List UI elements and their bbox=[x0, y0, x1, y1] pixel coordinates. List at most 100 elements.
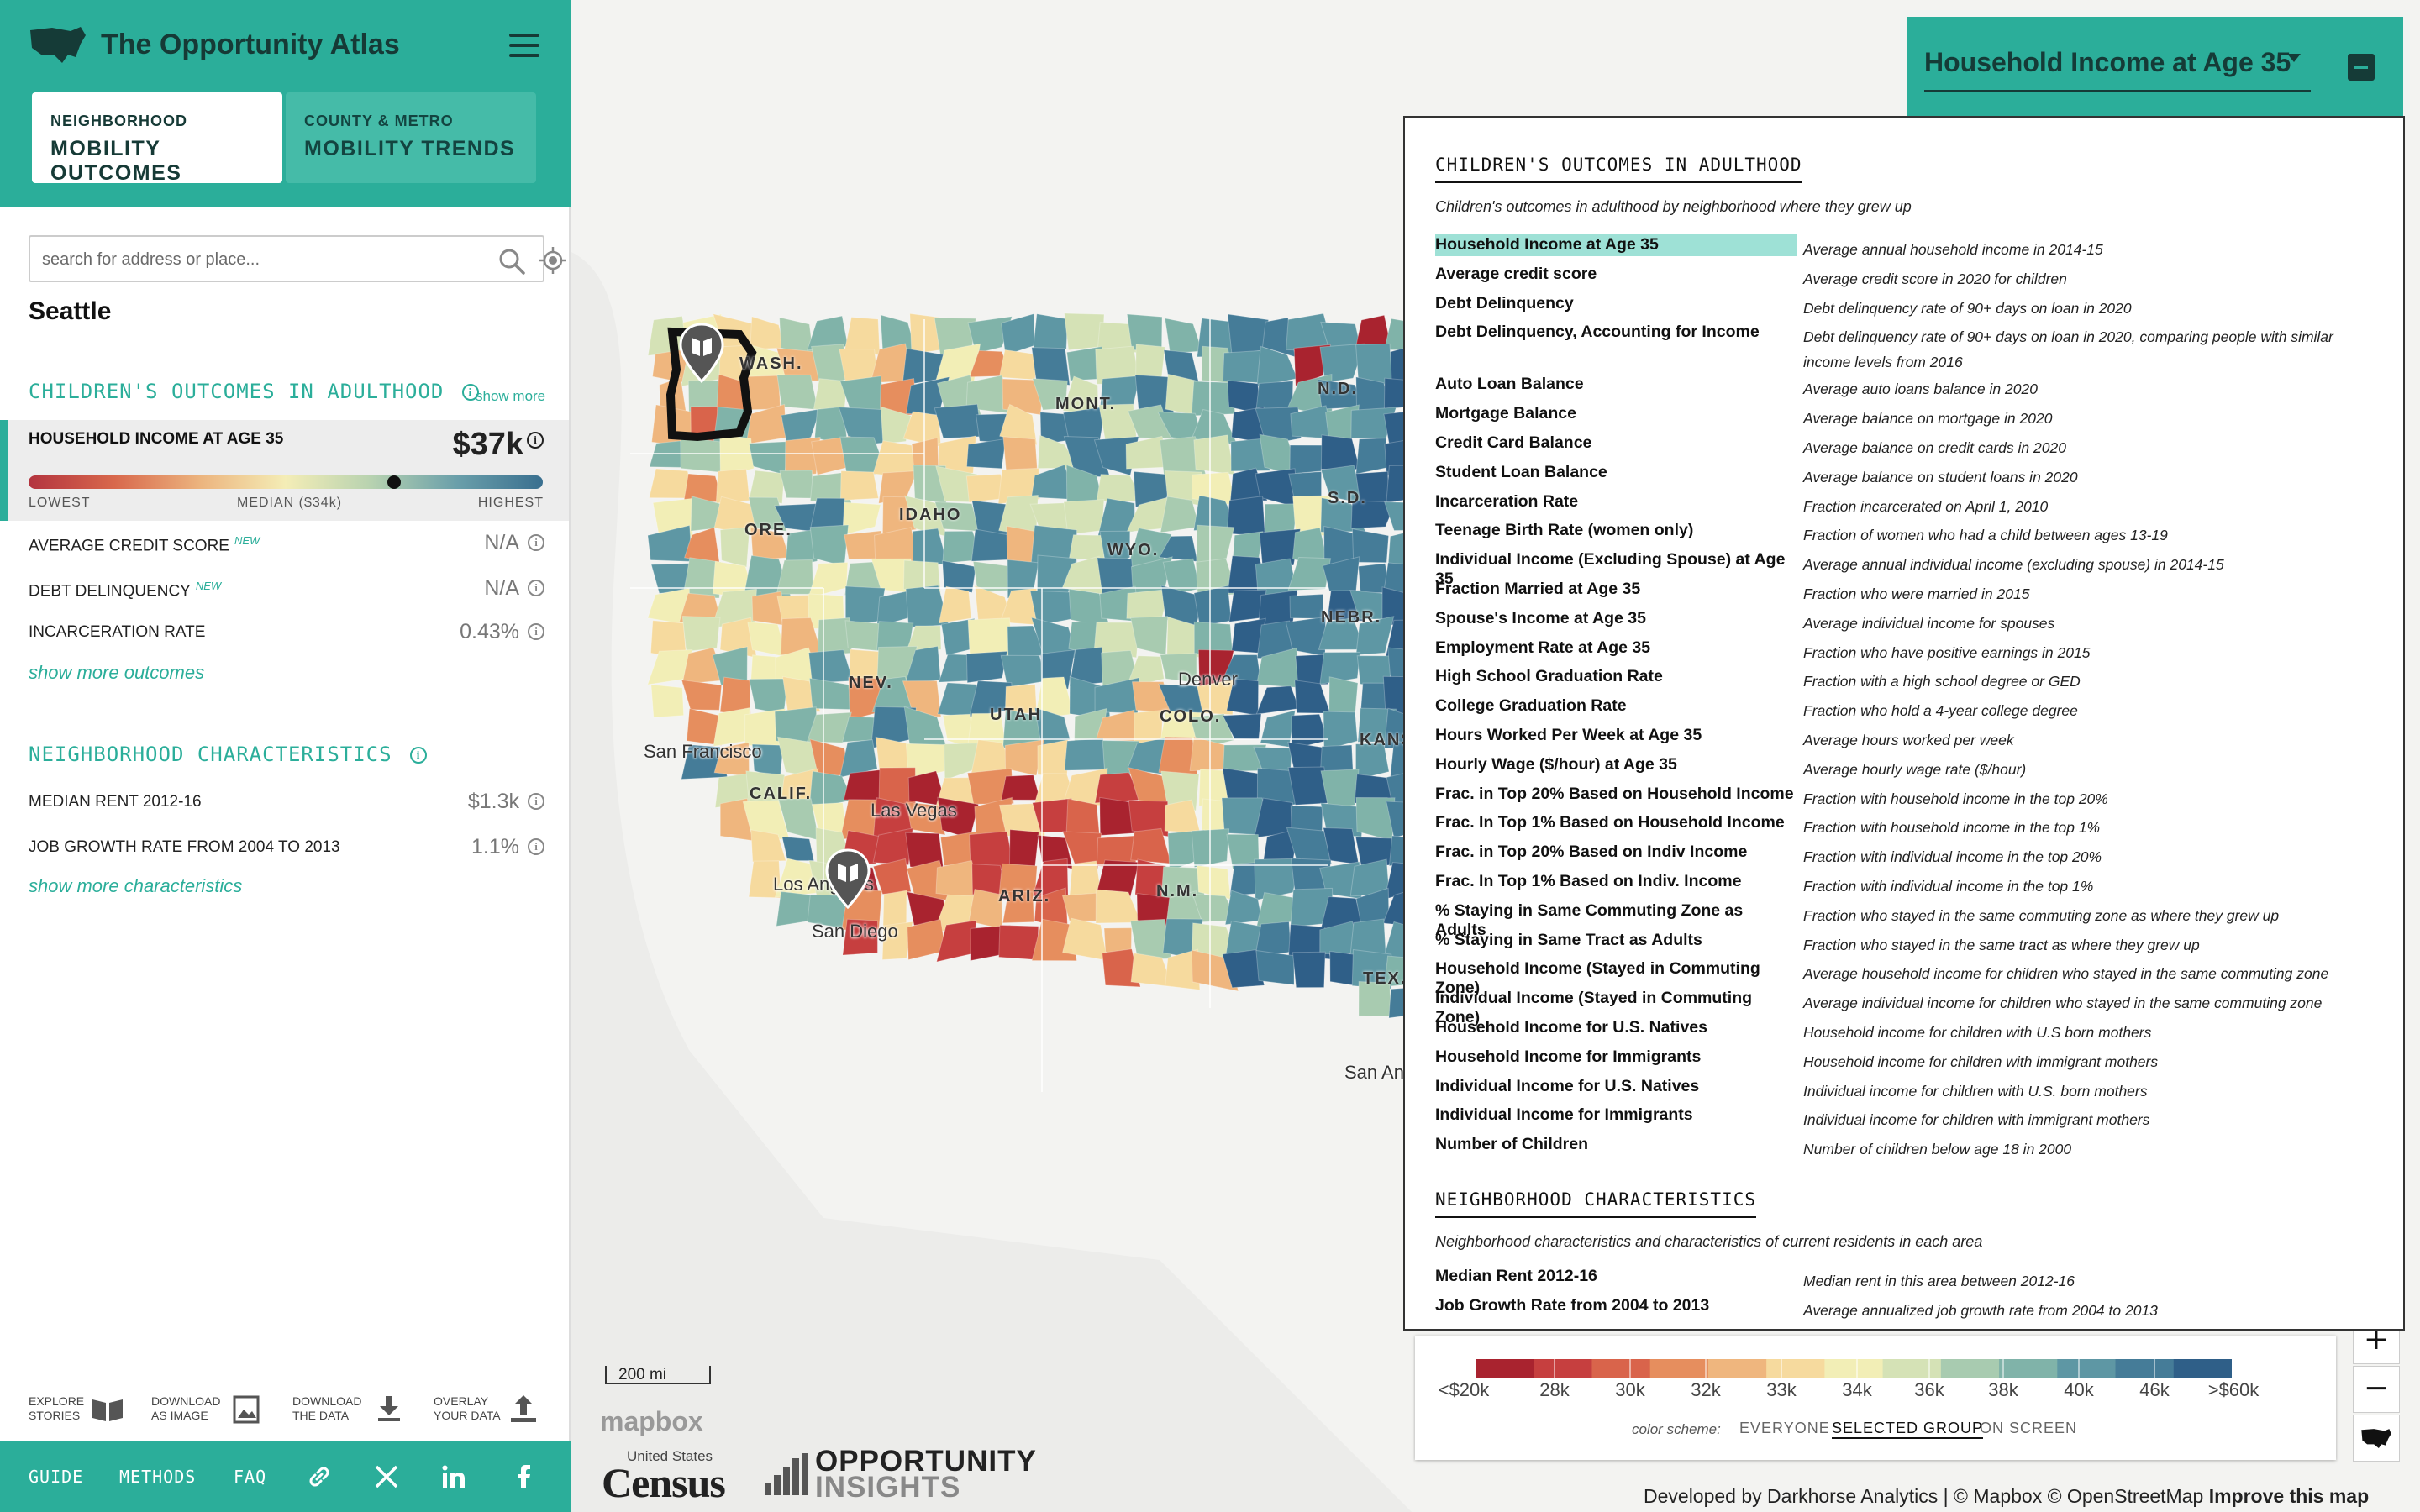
census-tract[interactable] bbox=[1165, 373, 1198, 417]
census-tract[interactable] bbox=[1065, 464, 1105, 507]
download-as-image-button[interactable]: DOWNLOAD AS IMAGE bbox=[151, 1394, 260, 1424]
census-tract[interactable] bbox=[686, 707, 723, 746]
census-tract[interactable] bbox=[1260, 709, 1297, 748]
census-tract[interactable] bbox=[1289, 593, 1324, 619]
app-title[interactable]: The Opportunity Atlas bbox=[101, 29, 400, 60]
faq-link[interactable]: FAQ bbox=[234, 1467, 267, 1487]
census-tract[interactable] bbox=[1160, 653, 1197, 684]
census-tract[interactable] bbox=[872, 858, 912, 895]
selected-outcome-row[interactable]: HOUSEHOLD INCOME AT AGE 35 $37k i LOWEST… bbox=[0, 420, 569, 521]
scheme-everyone-option[interactable]: EVERYONE bbox=[1739, 1420, 1830, 1436]
census-tract[interactable] bbox=[842, 501, 881, 536]
census-tract[interactable] bbox=[784, 436, 821, 478]
census-tract[interactable] bbox=[881, 921, 913, 961]
census-tract[interactable] bbox=[781, 408, 821, 447]
census-tract[interactable] bbox=[905, 625, 942, 653]
info-icon[interactable]: i bbox=[528, 838, 544, 855]
census-tract[interactable] bbox=[1004, 739, 1045, 776]
census-tract[interactable] bbox=[650, 684, 685, 718]
census-tract[interactable] bbox=[1350, 500, 1397, 529]
census-tract[interactable] bbox=[998, 924, 1039, 961]
census-tract[interactable] bbox=[1064, 738, 1106, 771]
census-tract[interactable] bbox=[1193, 585, 1232, 627]
census-tract[interactable] bbox=[1197, 678, 1237, 716]
census-tract[interactable] bbox=[1230, 438, 1270, 472]
census-tract[interactable] bbox=[1355, 616, 1395, 656]
census-tract[interactable] bbox=[872, 827, 913, 866]
census-tract[interactable] bbox=[681, 616, 721, 653]
facebook-icon[interactable] bbox=[511, 1463, 538, 1490]
info-icon[interactable]: i bbox=[527, 432, 544, 449]
show-more-characteristics-link[interactable]: show more characteristics bbox=[29, 875, 243, 896]
census-tract[interactable] bbox=[1097, 497, 1136, 538]
census-tract[interactable] bbox=[999, 403, 1038, 446]
chevron-down-icon[interactable] bbox=[2287, 54, 2301, 62]
story-pin-icon[interactable] bbox=[679, 323, 724, 383]
census-tract[interactable] bbox=[938, 585, 972, 624]
info-icon[interactable]: i bbox=[528, 623, 544, 640]
census-tract[interactable] bbox=[1286, 827, 1333, 865]
census-tract[interactable] bbox=[1222, 949, 1265, 989]
census-tract[interactable] bbox=[906, 801, 946, 836]
census-tract[interactable] bbox=[1355, 743, 1390, 780]
census-tract[interactable] bbox=[1193, 434, 1235, 475]
census-tract[interactable] bbox=[749, 470, 785, 504]
census-tract[interactable] bbox=[806, 711, 853, 743]
census-tract[interactable] bbox=[1287, 556, 1332, 591]
outcome-row-credit-score[interactable]: AVERAGE CREDIT SCORE NEW N/A i bbox=[29, 528, 544, 561]
census-tract[interactable] bbox=[719, 433, 755, 478]
census-tract[interactable] bbox=[719, 526, 750, 568]
link-icon[interactable] bbox=[306, 1463, 333, 1490]
census-tract[interactable] bbox=[938, 435, 977, 478]
census-tract[interactable] bbox=[681, 679, 723, 711]
census-tract[interactable] bbox=[781, 836, 815, 862]
census-tract[interactable] bbox=[966, 438, 1007, 470]
tab-county-metro-mobility-trends[interactable]: COUNTY & METRO MOBILITY TRENDS bbox=[286, 92, 536, 183]
census-tract[interactable] bbox=[680, 436, 723, 473]
census-tract[interactable] bbox=[1102, 948, 1141, 988]
census-tract[interactable] bbox=[881, 496, 918, 535]
census-logo[interactable]: Census bbox=[602, 1459, 726, 1506]
census-tract[interactable] bbox=[971, 528, 1008, 562]
census-tract[interactable] bbox=[1320, 769, 1360, 809]
census-tract[interactable] bbox=[1222, 349, 1264, 384]
census-tract[interactable] bbox=[1130, 953, 1174, 988]
info-icon[interactable]: i bbox=[528, 534, 544, 551]
census-tract[interactable] bbox=[966, 768, 1014, 805]
census-tract[interactable] bbox=[1062, 831, 1102, 869]
story-pin-icon[interactable] bbox=[825, 848, 871, 909]
census-tract[interactable] bbox=[750, 829, 786, 863]
opportunity-insights-logo[interactable]: OPPORTUNITY INSIGHTS bbox=[815, 1446, 1037, 1502]
census-tract[interactable] bbox=[1292, 951, 1326, 989]
census-tract[interactable] bbox=[1254, 858, 1301, 901]
scheme-selected-group-option[interactable]: SELECTED GROUP bbox=[1832, 1420, 1984, 1439]
census-tract[interactable] bbox=[997, 467, 1041, 505]
tab-neighborhood-mobility-outcomes[interactable]: NEIGHBORHOOD MOBILITY OUTCOMES bbox=[32, 92, 282, 185]
census-tract[interactable] bbox=[745, 375, 781, 411]
census-tract[interactable] bbox=[1008, 829, 1039, 867]
census-tract[interactable] bbox=[1295, 654, 1329, 686]
census-tract[interactable] bbox=[785, 528, 818, 569]
census-tract[interactable] bbox=[1319, 343, 1365, 384]
census-tract[interactable] bbox=[1289, 444, 1325, 475]
info-icon[interactable]: i bbox=[410, 747, 428, 764]
hamburger-menu-icon[interactable] bbox=[509, 34, 539, 57]
census-tract[interactable] bbox=[1255, 407, 1302, 446]
census-tract[interactable] bbox=[1031, 347, 1071, 386]
download-data-button[interactable]: DOWNLOAD THE DATA bbox=[292, 1394, 400, 1423]
census-tract[interactable] bbox=[1319, 651, 1361, 685]
methods-link[interactable]: METHODS bbox=[119, 1467, 197, 1487]
census-tract[interactable] bbox=[839, 470, 880, 501]
census-tract[interactable] bbox=[839, 739, 878, 779]
census-tract[interactable] bbox=[842, 918, 878, 956]
census-tract[interactable] bbox=[969, 831, 1014, 870]
us-map-logo-icon[interactable] bbox=[29, 25, 87, 64]
variable-dropdown-panel[interactable]: CHILDREN'S OUTCOMES IN ADULTHOOD Childre… bbox=[1403, 116, 2405, 1331]
census-tract[interactable] bbox=[1095, 709, 1135, 742]
outcome-row-debt-delinquency[interactable]: DEBT DELINQUENCY NEW N/A i bbox=[29, 573, 544, 606]
outcome-row-incarceration-rate[interactable]: INCARCERATION RATE 0.43% i bbox=[29, 617, 544, 650]
linkedin-icon[interactable] bbox=[440, 1463, 467, 1490]
variable-selector-title[interactable]: Household Income at Age 35 bbox=[1924, 47, 2311, 92]
show-more-link[interactable]: show more bbox=[476, 388, 546, 404]
census-tract[interactable] bbox=[1196, 524, 1235, 565]
